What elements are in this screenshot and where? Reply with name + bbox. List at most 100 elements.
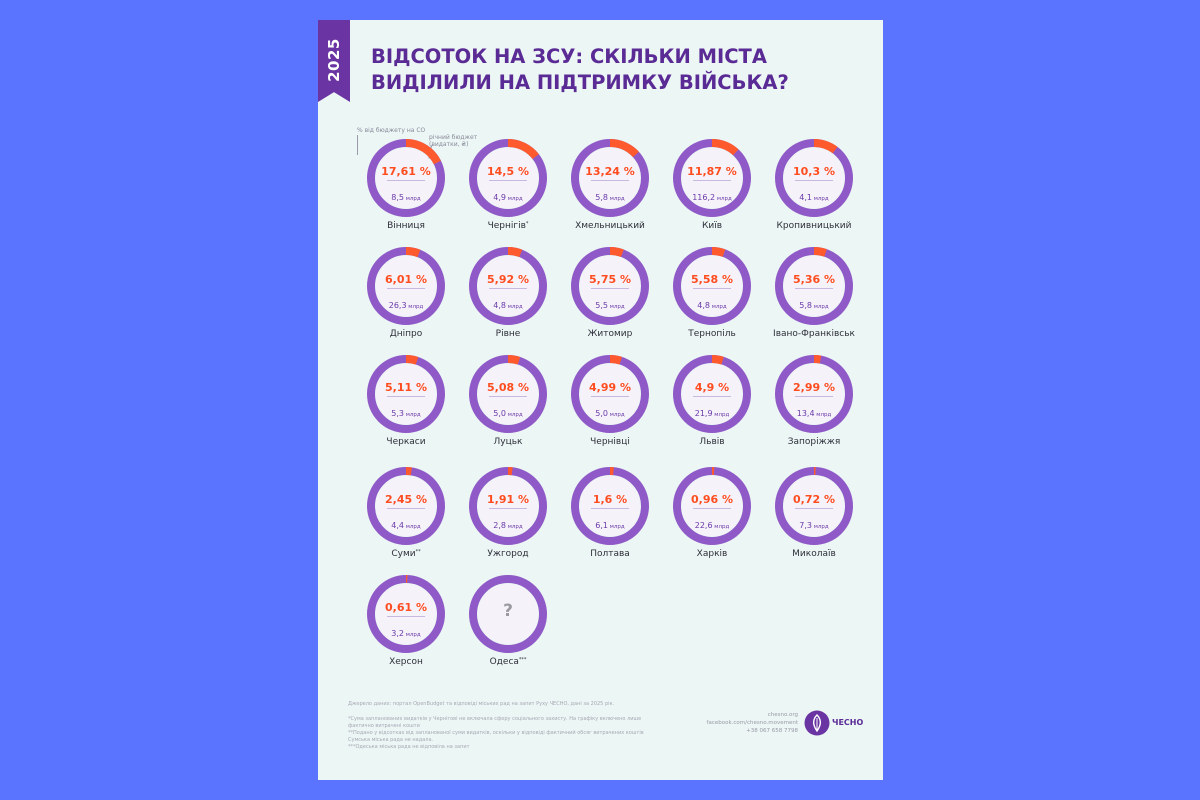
share-value: 5,08 % xyxy=(487,381,529,394)
share-value: 4,99 % xyxy=(589,381,631,394)
value-divider xyxy=(387,180,425,181)
budget-number: 5,0 xyxy=(493,409,506,418)
budget-unit: млрд xyxy=(712,412,730,418)
footnote-3: ***Одеська міська рада не відповіла на з… xyxy=(348,744,470,750)
value-divider xyxy=(693,180,731,181)
budget-value: 21,9 млрд xyxy=(660,401,764,420)
share-value: 5,58 % xyxy=(691,273,733,286)
donut-ring xyxy=(367,467,445,545)
donut-ring xyxy=(673,355,751,433)
budget-value: 22,6 млрд xyxy=(660,513,764,532)
donut-share-arc xyxy=(367,355,445,433)
budget-value: 4,4 млрд xyxy=(354,513,458,532)
share-value: 5,36 % xyxy=(793,273,835,286)
donut-share-arc xyxy=(367,467,445,545)
donut-ring xyxy=(571,247,649,325)
value-divider xyxy=(795,396,833,397)
share-value: 17,61 % xyxy=(381,165,431,178)
city-card: 17,61 % 8,5 млрд Вінниця xyxy=(354,138,456,243)
city-card: 5,11 % 5,3 млрд Черкаси xyxy=(354,354,456,459)
city-name: Луцьк xyxy=(493,437,523,447)
donut-center xyxy=(478,148,538,208)
city-name: Івано-Франківськ xyxy=(773,329,855,339)
budget-value: 116,2 млрд xyxy=(660,185,764,204)
donut-ring xyxy=(367,355,445,433)
city-name: Дніпро xyxy=(389,329,423,339)
budget-value: 8,5 млрд xyxy=(354,185,458,204)
city-name: Черкаси xyxy=(386,437,426,447)
value-divider xyxy=(693,508,731,509)
city-card: 13,24 % 5,8 млрд Хмельницький xyxy=(558,138,660,243)
donut-share-arc xyxy=(469,355,547,433)
donut-ring xyxy=(367,139,445,217)
budget-value: 5,8 млрд xyxy=(558,185,662,204)
city-card: 14,5 % 4,9 млрд Чернігів* xyxy=(456,138,558,243)
unknown-value: ? xyxy=(503,601,513,621)
donut-center xyxy=(682,364,742,424)
facebook-link[interactable]: facebook.com/chesno.movement xyxy=(706,720,798,726)
city-card: 6,01 % 26,3 млрд Дніпро xyxy=(354,246,456,351)
donut-ring xyxy=(469,247,547,325)
budget-unit: млрд xyxy=(812,196,829,202)
budget-value: 7,3 млрд xyxy=(762,513,866,532)
city-card: 1,91 % 2,8 млрд Ужгород xyxy=(456,466,558,571)
share-value: 0,96 % xyxy=(691,493,733,506)
budget-number: 4,4 xyxy=(391,521,404,530)
donut-share-arc xyxy=(469,467,547,545)
budget-number: 22,6 xyxy=(694,521,713,530)
donut-ring xyxy=(571,467,649,545)
share-value: 4,9 % xyxy=(694,381,730,394)
donut-ring xyxy=(469,355,547,433)
budget-number: 5,0 xyxy=(595,409,608,418)
value-divider xyxy=(693,288,731,289)
site-link[interactable]: chesno.org xyxy=(767,712,798,718)
footnote-mark: * xyxy=(525,221,529,227)
city-name: Чернівці xyxy=(590,437,630,447)
donut-center xyxy=(376,364,436,424)
donut-center xyxy=(784,148,844,208)
donut-share-arc xyxy=(673,467,751,545)
budget-number: 5,8 xyxy=(799,301,812,310)
city-name: Рівне xyxy=(495,329,521,339)
city-name: Херсон xyxy=(389,657,423,667)
city-name: Чернігів* xyxy=(487,221,529,231)
share-value: 5,11 % xyxy=(385,381,427,394)
budget-value: 26,3 млрд xyxy=(354,293,458,312)
donut-ring xyxy=(469,467,547,545)
donut-share-arc xyxy=(571,139,649,217)
budget-number: 2,8 xyxy=(493,521,506,530)
city-card: 0,72 % 7,3 млрд Миколаїв xyxy=(762,466,864,571)
budget-number: 116,2 xyxy=(692,193,716,202)
city-name: Миколаїв xyxy=(792,549,836,559)
budget-number: 8,5 xyxy=(391,193,404,202)
legend-budget-label-2: (видатки, ₴) xyxy=(429,141,469,148)
budget-unit: млрд xyxy=(814,412,832,418)
donut-ring xyxy=(775,247,853,325)
donut-center xyxy=(580,476,640,536)
city-card: 0,96 % 22,6 млрд Харків xyxy=(660,466,762,571)
budget-number: 4,8 xyxy=(697,301,710,310)
budget-unit: млрд xyxy=(404,524,421,530)
donut-share-arc xyxy=(775,467,853,545)
donut-ring xyxy=(571,139,649,217)
share-value: 6,01 % xyxy=(385,273,427,286)
budget-value: 3,2 млрд xyxy=(354,621,458,640)
donut-center xyxy=(376,584,436,644)
share-value: 2,99 % xyxy=(793,381,835,394)
city-name: Тернопіль xyxy=(688,329,736,339)
city-name: Суми** xyxy=(391,549,421,559)
budget-unit: млрд xyxy=(608,524,625,530)
donut-track xyxy=(469,575,547,653)
city-name: Львів xyxy=(699,437,725,447)
city-name: Кропивницький xyxy=(776,221,852,231)
donut-center xyxy=(478,364,538,424)
share-value: 14,5 % xyxy=(487,165,529,178)
value-divider xyxy=(489,508,527,509)
budget-unit: млрд xyxy=(712,524,730,530)
city-card: 5,92 % 4,8 млрд Рівне xyxy=(456,246,558,351)
budget-unit: млрд xyxy=(715,196,732,202)
donut-ring xyxy=(571,355,649,433)
budget-number: 4,1 xyxy=(799,193,812,202)
donut-ring xyxy=(775,355,853,433)
donut-ring xyxy=(775,467,853,545)
